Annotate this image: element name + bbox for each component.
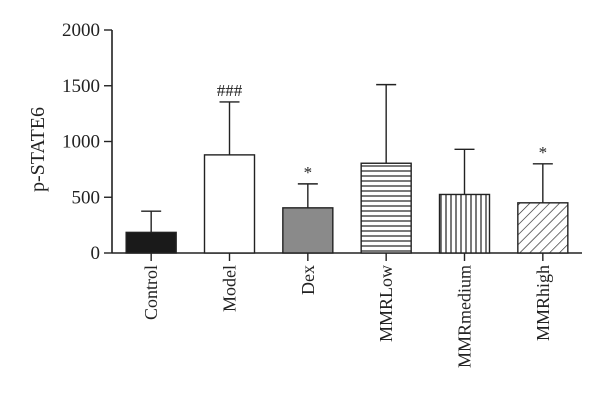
- bars-group: [125, 83, 569, 254]
- x-tick-label-mmrlow: MMRLow: [376, 265, 396, 342]
- y-tick-label-500: 500: [72, 187, 101, 208]
- axes-group: [104, 29, 582, 261]
- annotation-model: ###: [217, 81, 243, 100]
- y-tick-label-1000: 1000: [62, 132, 100, 153]
- annotation-dex: *: [304, 163, 313, 182]
- labels-group: 0 500 1000 1500 2000 p-STATE6 Control ### Model *…: [27, 20, 553, 368]
- y-tick-label-1500: 1500: [62, 76, 100, 97]
- bar-mmrmedium: [438, 193, 491, 254]
- annotation-mmrhigh: *: [539, 143, 548, 162]
- y-axis-title: p-STATE6: [27, 107, 49, 192]
- bar-control: [125, 231, 177, 254]
- y-tick-label-2000: 2000: [62, 20, 100, 41]
- bar-mmrlow: [360, 162, 412, 254]
- x-tick-label-dex: Dex: [298, 265, 318, 295]
- x-tick-label-mmrmedium: MMRmedium: [455, 265, 475, 368]
- y-tick-label-0: 0: [91, 243, 101, 264]
- x-tick-label-model: Model: [220, 265, 240, 312]
- bar-mmrhigh: [517, 202, 569, 254]
- bar-dex: [282, 207, 334, 254]
- x-tick-label-mmrhigh: MMRhigh: [533, 265, 553, 341]
- bar-model: [203, 154, 256, 254]
- x-tick-label-control: Control: [141, 265, 161, 320]
